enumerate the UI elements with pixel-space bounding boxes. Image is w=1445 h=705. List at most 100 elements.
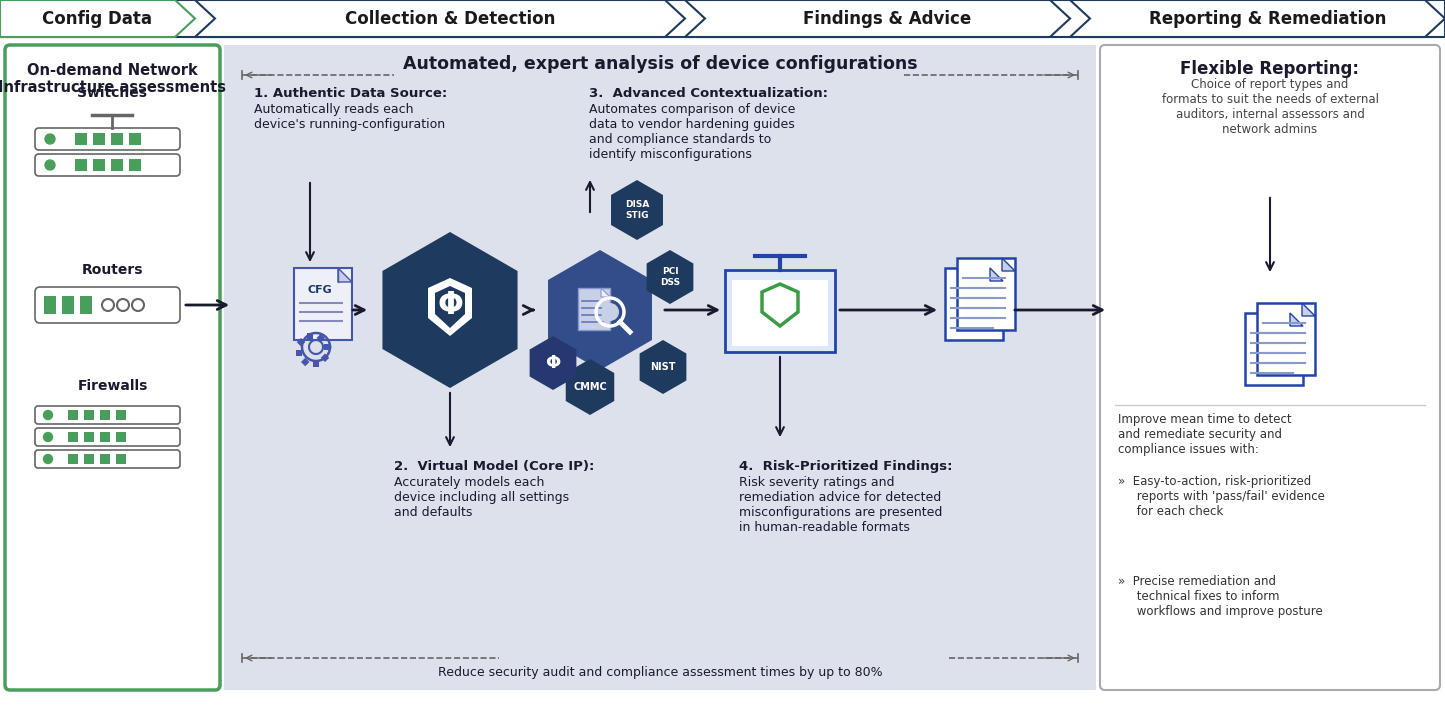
- Bar: [116, 410, 126, 420]
- Bar: [1246, 313, 1303, 385]
- Bar: [578, 288, 610, 330]
- Text: Automated, expert analysis of device configurations: Automated, expert analysis of device con…: [403, 55, 918, 73]
- Bar: [92, 159, 105, 171]
- Bar: [0, 0, 1445, 37]
- FancyBboxPatch shape: [35, 450, 181, 468]
- Bar: [68, 410, 78, 420]
- Bar: [75, 159, 87, 171]
- Text: »  Precise remediation and
     technical fixes to inform
     workflows and imp: » Precise remediation and technical fixe…: [1118, 575, 1322, 618]
- Text: Config Data: Config Data: [42, 9, 153, 27]
- Text: Reporting & Remediation: Reporting & Remediation: [1149, 9, 1386, 27]
- Text: Switches: Switches: [78, 86, 147, 100]
- Bar: [43, 296, 56, 314]
- Bar: [314, 361, 319, 367]
- Polygon shape: [1302, 303, 1315, 316]
- Circle shape: [43, 455, 52, 463]
- Bar: [84, 432, 94, 442]
- Bar: [100, 454, 110, 464]
- Bar: [84, 454, 94, 464]
- Bar: [116, 454, 126, 464]
- Circle shape: [601, 303, 618, 321]
- Bar: [111, 159, 123, 171]
- Text: CMMC: CMMC: [574, 382, 607, 392]
- Bar: [957, 258, 1014, 330]
- Bar: [129, 159, 142, 171]
- Text: Collection & Detection: Collection & Detection: [345, 9, 555, 27]
- Bar: [100, 432, 110, 442]
- Bar: [293, 268, 353, 340]
- Polygon shape: [1290, 313, 1303, 326]
- Bar: [296, 338, 305, 346]
- Text: Findings & Advice: Findings & Advice: [803, 9, 971, 27]
- Polygon shape: [428, 278, 473, 336]
- FancyBboxPatch shape: [35, 128, 181, 150]
- Polygon shape: [566, 359, 614, 415]
- Bar: [111, 133, 123, 145]
- Polygon shape: [640, 340, 686, 394]
- Text: On-demand Network
Infrastructure assessments: On-demand Network Infrastructure assessm…: [0, 63, 227, 95]
- Polygon shape: [611, 180, 663, 240]
- Polygon shape: [0, 0, 195, 37]
- Polygon shape: [1001, 258, 1014, 271]
- Bar: [62, 296, 74, 314]
- Text: 4.  Risk-Prioritized Findings:: 4. Risk-Prioritized Findings:: [738, 460, 952, 473]
- Text: 1. Authentic Data Source:: 1. Authentic Data Source:: [254, 87, 448, 100]
- Polygon shape: [548, 250, 652, 370]
- Bar: [116, 432, 126, 442]
- Text: 3.  Advanced Contextualization:: 3. Advanced Contextualization:: [590, 87, 828, 100]
- Text: PCI
DSS: PCI DSS: [660, 267, 681, 287]
- Polygon shape: [383, 232, 517, 388]
- Polygon shape: [435, 286, 465, 328]
- Bar: [316, 333, 325, 342]
- Text: 2.  Virtual Model (Core IP):: 2. Virtual Model (Core IP):: [394, 460, 594, 473]
- FancyBboxPatch shape: [35, 406, 181, 424]
- Bar: [733, 280, 828, 346]
- Bar: [945, 268, 1003, 340]
- Bar: [92, 133, 105, 145]
- Text: Accurately models each
device including all settings
and defaults: Accurately models each device including …: [394, 476, 569, 519]
- Text: NIST: NIST: [650, 362, 676, 372]
- Circle shape: [43, 410, 52, 419]
- Text: DISA
STIG: DISA STIG: [624, 200, 649, 220]
- Text: Routers: Routers: [82, 263, 143, 277]
- Circle shape: [45, 134, 55, 144]
- FancyBboxPatch shape: [4, 45, 220, 690]
- Bar: [75, 133, 87, 145]
- Polygon shape: [338, 268, 353, 282]
- Text: Firewalls: Firewalls: [78, 379, 147, 393]
- Polygon shape: [685, 0, 1069, 37]
- Bar: [301, 357, 309, 367]
- Circle shape: [45, 160, 55, 170]
- Bar: [1257, 303, 1315, 375]
- Bar: [224, 45, 1095, 690]
- Polygon shape: [601, 288, 610, 297]
- FancyBboxPatch shape: [35, 154, 181, 176]
- Bar: [100, 410, 110, 420]
- Polygon shape: [530, 336, 577, 390]
- Polygon shape: [195, 0, 685, 37]
- Bar: [129, 133, 142, 145]
- Bar: [725, 270, 835, 352]
- Text: »  Easy-to-action, risk-prioritized
     reports with 'pass/fail' evidence
     : » Easy-to-action, risk-prioritized repor…: [1118, 475, 1325, 518]
- Bar: [84, 410, 94, 420]
- Polygon shape: [990, 268, 1003, 281]
- Text: Flexible Reporting:: Flexible Reporting:: [1181, 60, 1360, 78]
- FancyBboxPatch shape: [35, 428, 181, 446]
- Bar: [79, 296, 92, 314]
- Bar: [68, 432, 78, 442]
- Text: Reduce security audit and compliance assessment times by up to 80%: Reduce security audit and compliance ass…: [438, 666, 883, 679]
- Bar: [296, 350, 302, 356]
- Bar: [321, 353, 329, 362]
- FancyBboxPatch shape: [1100, 45, 1441, 690]
- FancyBboxPatch shape: [35, 287, 181, 323]
- Polygon shape: [1069, 0, 1445, 37]
- Text: Φ: Φ: [545, 354, 561, 372]
- Text: Automatically reads each
device's running-configuration: Automatically reads each device's runnin…: [254, 103, 445, 131]
- Text: Risk severity ratings and
remediation advice for detected
misconfigurations are : Risk severity ratings and remediation ad…: [738, 476, 942, 534]
- Text: Automates comparison of device
data to vendor hardening guides
and compliance st: Automates comparison of device data to v…: [590, 103, 795, 161]
- Polygon shape: [646, 250, 694, 304]
- Circle shape: [43, 432, 52, 441]
- Text: Choice of report types and
formats to suit the needs of external
auditors, inter: Choice of report types and formats to su…: [1162, 78, 1379, 136]
- Bar: [68, 454, 78, 464]
- Text: Improve mean time to detect
and remediate security and
compliance issues with:: Improve mean time to detect and remediat…: [1118, 413, 1292, 456]
